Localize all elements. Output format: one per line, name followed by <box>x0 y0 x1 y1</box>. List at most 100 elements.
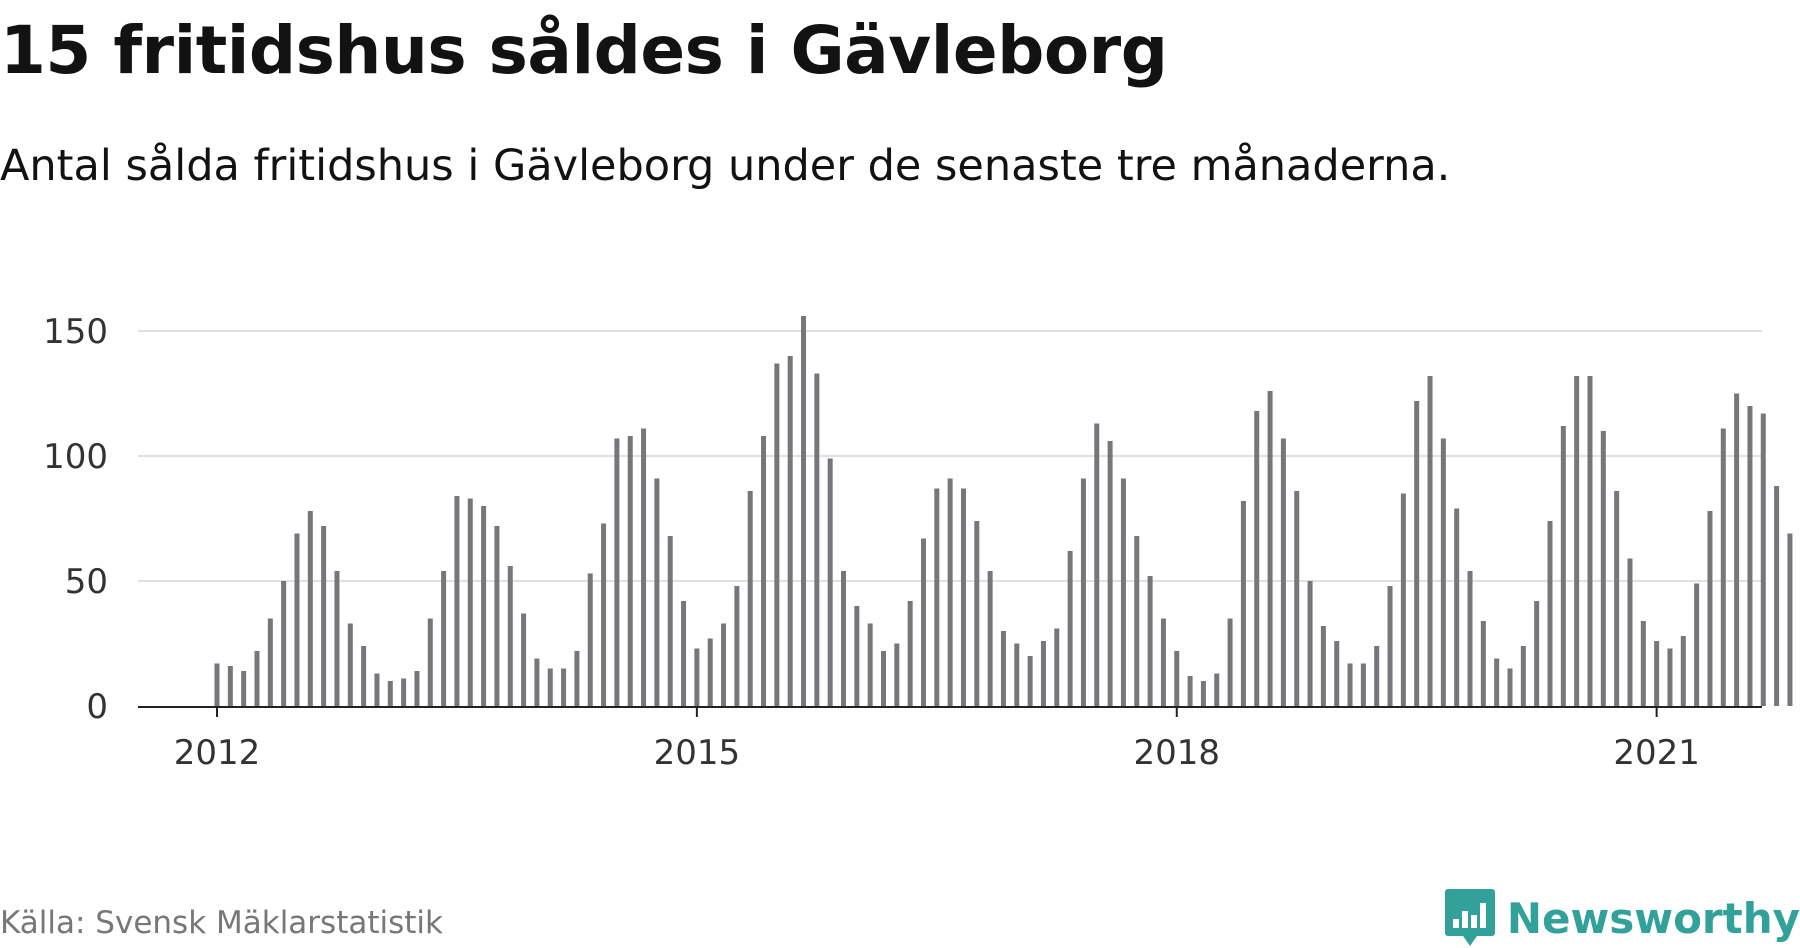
bar <box>681 601 687 706</box>
bar <box>827 458 833 706</box>
logo-bar-shape <box>1461 911 1468 928</box>
bar <box>1134 536 1140 706</box>
bar <box>1654 641 1660 706</box>
bar <box>1307 581 1313 706</box>
bar <box>1254 411 1260 706</box>
bar <box>1547 521 1553 706</box>
y-tick-label: 150 <box>43 312 108 352</box>
logo-bar-shape <box>1479 903 1486 928</box>
bar <box>1054 628 1060 706</box>
bar <box>1227 618 1233 706</box>
bar <box>1094 423 1100 706</box>
x-axis-ticks: 20122015201820212023 <box>174 707 1700 773</box>
bar <box>801 316 807 706</box>
bar <box>734 586 740 706</box>
bar <box>1387 586 1393 706</box>
bar <box>1334 641 1340 706</box>
bar <box>1774 486 1780 706</box>
bar <box>1014 643 1020 706</box>
y-axis-tick-labels: 0 50 100 150 <box>43 312 108 727</box>
x-tick-label: 2021 <box>1613 733 1700 773</box>
bar <box>1720 428 1726 706</box>
y-tick-label: 100 <box>43 437 108 477</box>
bar <box>347 623 353 706</box>
bar <box>1294 491 1300 706</box>
bar <box>1694 583 1700 706</box>
bar <box>587 573 593 706</box>
source-label: Källa: Svensk Mäklarstatistik <box>0 905 443 941</box>
bar <box>574 651 580 706</box>
bar <box>1400 493 1406 706</box>
bar <box>547 668 553 706</box>
bar <box>1240 501 1246 706</box>
bar <box>1027 656 1033 706</box>
bar <box>441 571 447 706</box>
bar <box>294 533 300 706</box>
bar <box>1454 508 1460 706</box>
bar <box>227 666 233 706</box>
brand-logo[interactable]: Newsworthy <box>1444 888 1800 948</box>
bar <box>1574 376 1580 706</box>
chart-subtitle: Antal sålda fritidshus i Gävleborg under… <box>0 141 1451 191</box>
bar <box>427 618 433 706</box>
bar <box>947 478 953 706</box>
bar <box>627 436 633 706</box>
bar <box>374 673 380 706</box>
bar <box>1280 438 1286 706</box>
bar <box>1107 441 1113 706</box>
bar <box>281 581 287 706</box>
bar <box>867 623 873 706</box>
bar <box>1147 576 1153 706</box>
x-tick-label: 2015 <box>654 733 741 773</box>
bar <box>1214 673 1220 706</box>
bar <box>1427 376 1433 706</box>
bar <box>1667 648 1673 706</box>
bars <box>214 316 1793 706</box>
bar <box>1467 571 1473 706</box>
bar <box>1627 558 1633 706</box>
bar <box>1200 681 1206 706</box>
bar <box>907 601 913 706</box>
bar <box>841 571 847 706</box>
bar <box>321 526 327 706</box>
bar <box>707 638 713 706</box>
bar <box>1747 406 1753 706</box>
bar <box>1560 426 1566 706</box>
bar <box>1440 438 1446 706</box>
bar <box>1374 646 1380 706</box>
bar <box>854 606 860 706</box>
bar <box>1760 413 1766 706</box>
bar <box>481 506 487 706</box>
bar <box>241 671 247 706</box>
chart-title: 15 fritidshus såldes i Gävleborg <box>0 12 1168 89</box>
bar <box>1640 621 1646 706</box>
y-tick-label: 0 <box>86 687 108 727</box>
bar <box>1614 491 1620 706</box>
bar <box>561 668 567 706</box>
bar <box>534 658 540 706</box>
bar <box>1587 376 1593 706</box>
bar <box>654 478 660 706</box>
logo-bar-shape <box>1470 915 1477 928</box>
bar <box>1360 663 1366 706</box>
bar <box>1414 401 1420 706</box>
bar <box>307 511 313 706</box>
bar <box>894 643 900 706</box>
bar <box>334 571 340 706</box>
bar <box>361 646 367 706</box>
bar <box>1707 511 1713 706</box>
bar <box>507 566 513 706</box>
bar <box>1534 601 1540 706</box>
bar <box>747 491 753 706</box>
bar <box>987 571 993 706</box>
bar <box>1120 478 1126 706</box>
newsworthy-logo-icon <box>1444 889 1495 946</box>
logo-speech-bubble-shape <box>1444 889 1495 946</box>
bar <box>721 623 727 706</box>
bar <box>414 671 420 706</box>
logo-bar-shape <box>1452 919 1459 928</box>
bar <box>467 498 473 706</box>
bar <box>974 521 980 706</box>
bar <box>1067 551 1073 706</box>
bar <box>694 648 700 706</box>
